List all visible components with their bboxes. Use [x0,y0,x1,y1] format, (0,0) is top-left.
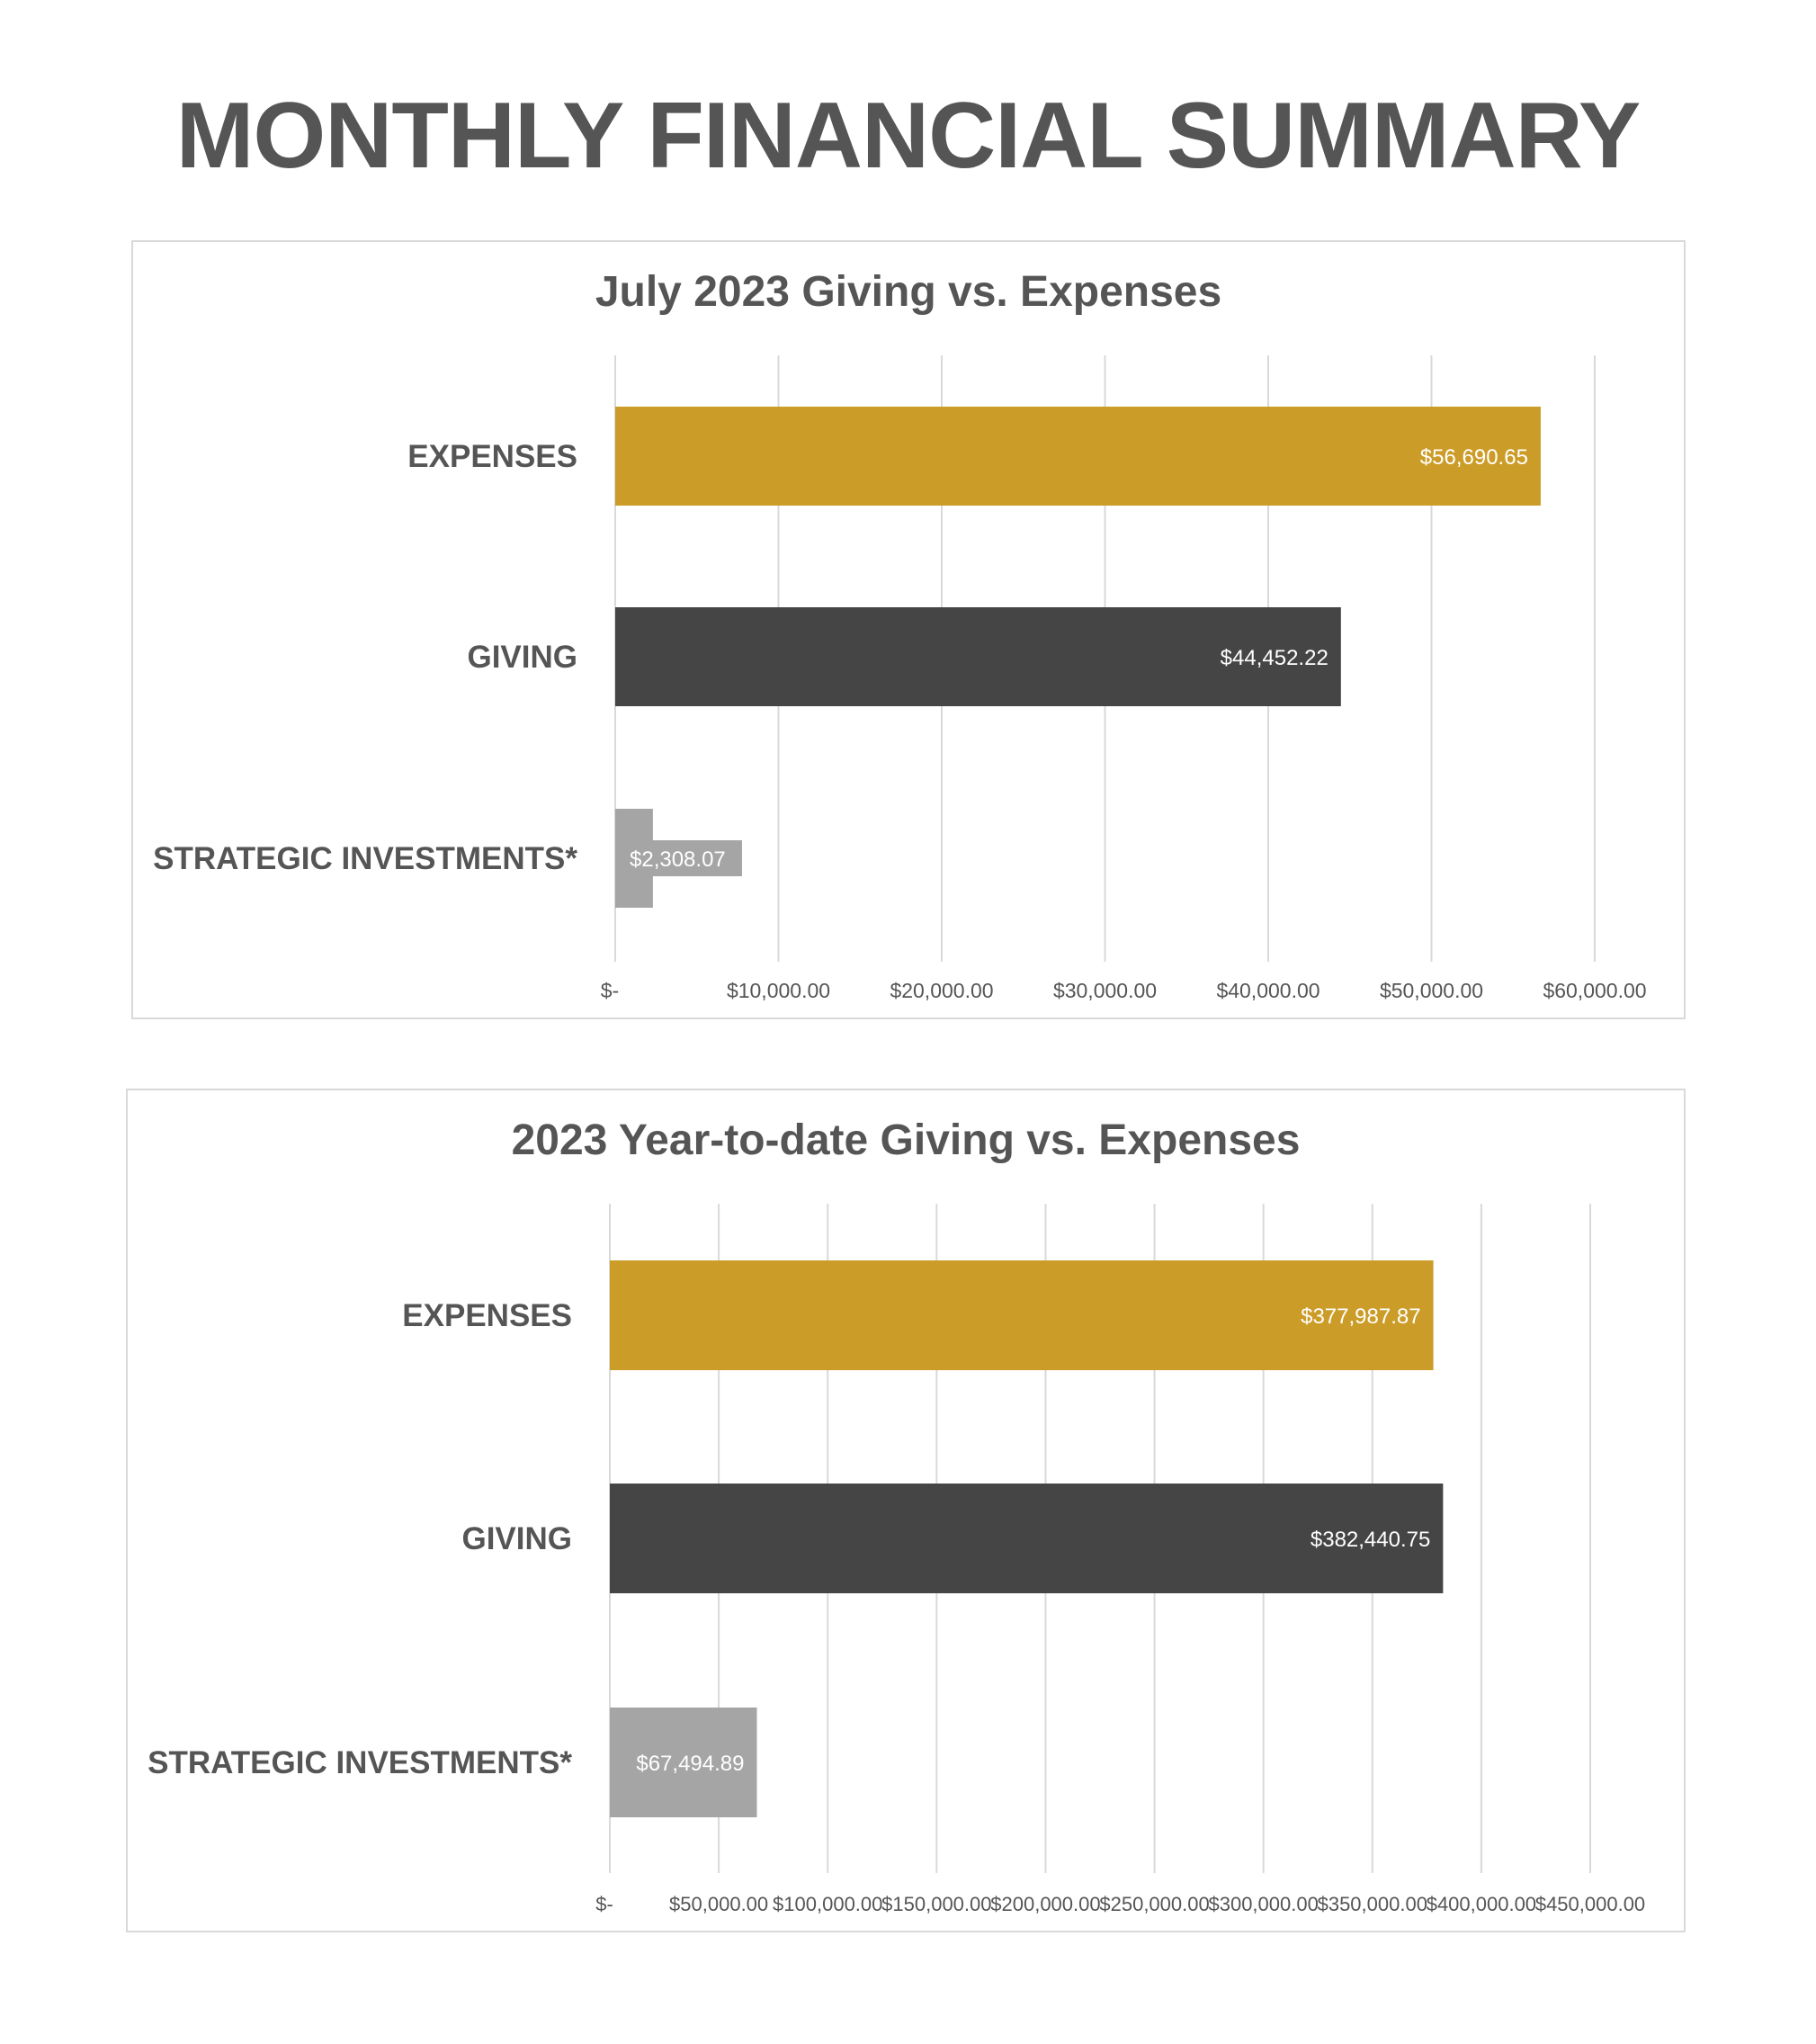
monthly-data-label-box [615,840,742,876]
ytd-tick-label: $- [595,1893,613,1915]
ytd-tick-label: $450,000.00 [1535,1893,1645,1915]
ytd-bar-chart: $377,987.87 EXPENSES $382,440.75 GIVING $67,… [148,1204,1645,1915]
ytd-tick-label: $50,000.00 [669,1893,768,1915]
ytd-tick-label: $250,000.00 [1099,1893,1209,1915]
monthly-category-label-giving: GIVING [467,640,577,675]
monthly-tick-label: $40,000.00 [1216,979,1320,1002]
ytd-data-label-giving: $382,440.75 [1311,1528,1430,1552]
monthly-data-label-strategic-investments: $2,308.07 [630,847,726,872]
monthly-tick-label: $- [601,979,619,1002]
ytd-tick-label: $100,000.00 [773,1893,882,1915]
ytd-tick-label: $400,000.00 [1427,1893,1536,1915]
monthly-bar-expenses [615,407,1541,506]
monthly-bar-giving [615,607,1341,706]
monthly-tick-label: $20,000.00 [890,979,993,1002]
page-title: MONTHLY FINANCIAL SUMMARY [175,84,1641,188]
monthly-tick-label: $50,000.00 [1380,979,1483,1002]
ytd-category-label-strategic-investments: STRATEGIC INVESTMENTS* [148,1745,572,1780]
monthly-bar-chart: $56,690.65 EXPENSES $44,452.22 GIVING $2,308… [153,355,1647,1002]
ytd-bar-strategic-investments [610,1708,757,1817]
monthly-tick-label: $30,000.00 [1053,979,1157,1002]
ytd-chart-title: 2023 Year-to-date Giving vs. Expenses [511,1116,1301,1164]
monthly-chart-title: July 2023 Giving vs. Expenses [595,268,1222,316]
monthly-category-label-strategic-investments: STRATEGIC INVESTMENTS* [153,841,577,876]
monthly-data-label-giving: $44,452.22 [1221,646,1328,670]
monthly-data-label-expenses: $56,690.65 [1420,445,1528,470]
monthly-category-label-expenses: EXPENSES [407,439,577,474]
ytd-bar-expenses [610,1260,1434,1370]
ytd-bar-giving [610,1484,1444,1593]
monthly-tick-label: $60,000.00 [1543,979,1646,1002]
ytd-tick-label: $200,000.00 [990,1893,1100,1915]
ytd-tick-label: $150,000.00 [881,1893,991,1915]
monthly-chart-panel: July 2023 Giving vs. Expenses $56,690.65… [131,240,1686,1019]
ytd-tick-label: $300,000.00 [1208,1893,1318,1915]
ytd-category-label-giving: GIVING [461,1521,572,1556]
monthly-tick-label: $10,000.00 [727,979,830,1002]
ytd-data-label-strategic-investments: $67,494.89 [636,1752,744,1776]
ytd-tick-label: $350,000.00 [1318,1893,1427,1915]
ytd-category-label-expenses: EXPENSES [402,1298,572,1333]
ytd-chart-panel: 2023 Year-to-date Giving vs. Expenses $3… [126,1089,1686,1932]
ytd-data-label-expenses: $377,987.87 [1301,1304,1420,1329]
